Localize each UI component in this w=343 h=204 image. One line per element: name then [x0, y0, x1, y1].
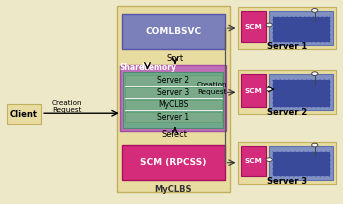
Text: Server 3: Server 3	[267, 177, 307, 186]
Bar	[125, 100, 222, 110]
Bar	[117, 6, 230, 192]
Circle shape	[312, 143, 318, 147]
Text: Server 1: Server 1	[157, 113, 189, 122]
Text: COMLBSVC: COMLBSVC	[145, 27, 201, 36]
Bar	[272, 16, 330, 42]
Text: Server 1: Server 1	[267, 42, 307, 51]
Text: MyCLBS: MyCLBS	[154, 185, 192, 194]
Bar	[238, 142, 336, 184]
Text: Creation
Request: Creation Request	[197, 82, 227, 95]
Bar	[269, 146, 333, 180]
Bar	[272, 79, 330, 107]
Text: Client: Client	[10, 110, 38, 119]
Bar	[122, 145, 225, 180]
Text: Memory: Memory	[141, 63, 176, 72]
Text: MyCLBS: MyCLBS	[158, 100, 188, 109]
Bar	[238, 7, 336, 49]
Text: Select: Select	[162, 130, 188, 139]
Text: Server 2: Server 2	[157, 76, 189, 85]
Bar	[125, 112, 222, 122]
Text: Shared: Shared	[119, 63, 150, 72]
Bar	[238, 70, 336, 114]
Circle shape	[266, 87, 272, 91]
Text: SCM: SCM	[245, 158, 262, 164]
Bar	[7, 104, 41, 124]
Bar	[125, 75, 222, 86]
Text: SCM: SCM	[245, 23, 262, 30]
Text: SCM: SCM	[245, 88, 262, 94]
Bar	[120, 65, 226, 131]
Circle shape	[312, 72, 318, 75]
Bar	[241, 74, 266, 107]
Bar	[241, 11, 266, 42]
Text: Sort: Sort	[166, 54, 184, 63]
Bar	[241, 146, 266, 176]
Bar	[269, 74, 333, 110]
Circle shape	[312, 9, 318, 12]
Bar	[123, 72, 223, 128]
Bar	[269, 11, 333, 45]
Text: Server 2: Server 2	[267, 108, 307, 117]
Circle shape	[266, 158, 272, 162]
Text: Creation
Request: Creation Request	[52, 100, 82, 113]
Text: SCM (RPCSS): SCM (RPCSS)	[140, 158, 206, 167]
Circle shape	[266, 23, 272, 27]
Text: Server 3: Server 3	[157, 88, 189, 97]
Bar	[272, 151, 330, 176]
Bar	[125, 87, 222, 98]
Bar	[122, 14, 225, 49]
